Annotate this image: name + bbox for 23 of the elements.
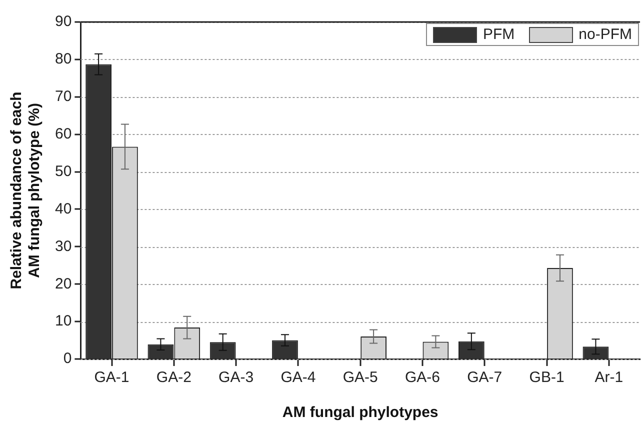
x-tick-label: GA-3 <box>218 369 254 386</box>
y-tick-label: 80 <box>54 50 72 68</box>
y-tick-label: 60 <box>54 125 72 142</box>
x-tick-label: GA-5 <box>342 369 378 386</box>
legend-label: PFM <box>483 26 515 43</box>
y-axis-title: Relative abundance of each AM fungal phylotype (%) <box>8 92 44 290</box>
x-tick-label: GA-6 <box>404 369 440 386</box>
x-tick-label: GB-1 <box>529 369 564 386</box>
x-tick-label: Ar-1 <box>594 369 624 386</box>
y-tick-label: 30 <box>54 238 72 255</box>
x-tick-label: GA-7 <box>467 369 502 386</box>
x-tick-label: GA-2 <box>156 369 192 386</box>
x-tick-label: GA-1 <box>94 369 130 386</box>
y-tick-label: 70 <box>54 88 72 106</box>
y-tick-label: 0 <box>63 350 72 368</box>
y-tick-label: 20 <box>54 275 72 292</box>
y-tick-label: 50 <box>54 162 72 180</box>
x-tick-label: GA-4 <box>280 369 316 386</box>
x-axis-title: AM fungal phylotypes <box>282 404 438 422</box>
y-tick-label: 10 <box>54 312 72 330</box>
legend-label: no-PFM <box>578 26 632 43</box>
y-tick-label: 40 <box>54 200 72 218</box>
y-tick-label: 90 <box>54 13 72 30</box>
